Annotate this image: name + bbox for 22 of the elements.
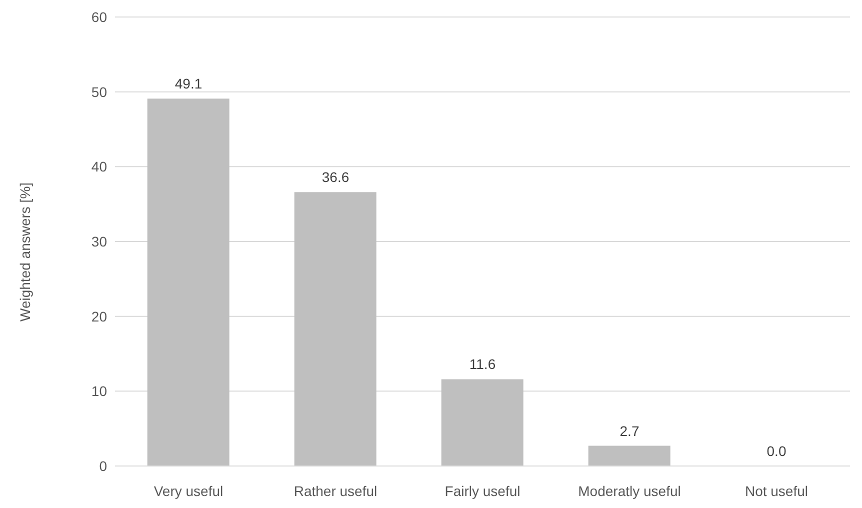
- x-tick-label: Rather useful: [294, 482, 378, 499]
- y-tick-label: 60: [91, 8, 108, 25]
- x-tick-label: Fairly useful: [444, 482, 520, 499]
- y-tick-label: 50: [91, 84, 108, 100]
- y-axis-title: Weighted answers [%]: [16, 182, 33, 322]
- y-tick-label: 20: [91, 308, 108, 324]
- data-label: 0.0: [766, 443, 786, 459]
- y-tick-label: 10: [91, 383, 108, 400]
- y-tick-label: 0: [99, 458, 108, 474]
- x-tick-label: Moderatly useful: [578, 482, 681, 499]
- data-label: 11.6: [469, 356, 496, 372]
- bar: [147, 98, 230, 466]
- data-label: 36.6: [322, 169, 350, 186]
- data-label: 49.1: [174, 76, 202, 92]
- data-label: 2.7: [620, 422, 640, 439]
- x-tick-label: Not useful: [744, 482, 808, 499]
- bar: [441, 379, 524, 466]
- y-tick-label: 40: [91, 158, 108, 175]
- y-tick-label: 30: [91, 233, 108, 250]
- bar: [294, 192, 376, 466]
- x-tick-label: Very useful: [154, 482, 224, 499]
- bar: [588, 446, 670, 466]
